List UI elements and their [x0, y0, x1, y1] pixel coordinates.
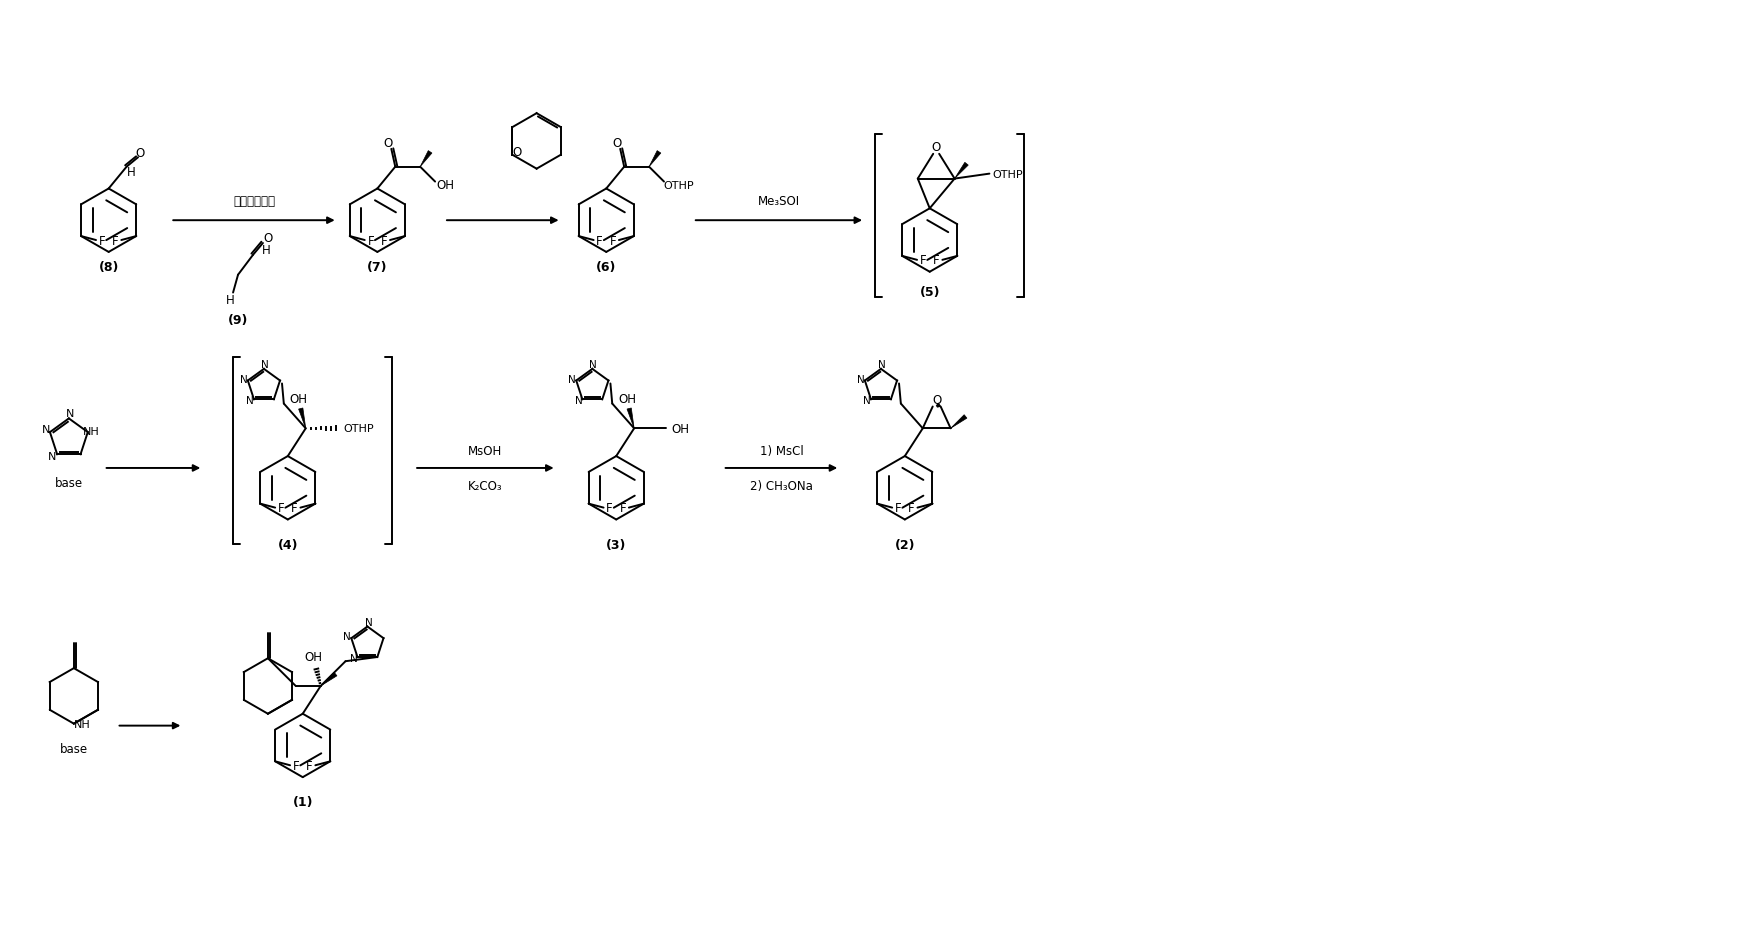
Text: H: H [226, 293, 235, 306]
Text: (6): (6) [596, 261, 616, 274]
Text: N: N [365, 617, 372, 627]
Text: F: F [619, 501, 626, 514]
Text: (7): (7) [367, 261, 388, 274]
Polygon shape [949, 415, 967, 429]
Text: N: N [261, 360, 268, 370]
Polygon shape [299, 408, 306, 429]
Text: O: O [932, 393, 941, 406]
Text: N: N [240, 374, 247, 384]
Text: N: N [574, 396, 583, 406]
Polygon shape [419, 151, 431, 168]
Text: H: H [261, 244, 270, 257]
Text: N: N [863, 396, 871, 406]
Text: K₂CO₃: K₂CO₃ [468, 480, 503, 493]
Polygon shape [320, 673, 337, 686]
Polygon shape [626, 408, 633, 429]
Text: 2) CH₃ONa: 2) CH₃ONa [750, 480, 812, 493]
Text: F: F [290, 501, 297, 514]
Text: O: O [513, 147, 522, 159]
Text: (5): (5) [918, 286, 939, 299]
Text: F: F [111, 234, 118, 247]
Text: N: N [350, 653, 356, 664]
Text: N: N [857, 374, 864, 384]
Polygon shape [955, 163, 967, 179]
Text: N: N [245, 396, 254, 406]
Text: NH: NH [73, 719, 90, 728]
Text: O: O [384, 137, 393, 150]
Text: F: F [596, 234, 602, 247]
Text: F: F [609, 234, 616, 247]
Text: N: N [49, 452, 56, 462]
Text: F: F [99, 234, 106, 247]
Text: F: F [908, 501, 915, 514]
Text: 苯甲醛裂解酶: 苯甲醛裂解酶 [233, 195, 275, 208]
Text: OTHP: OTHP [991, 170, 1023, 179]
Text: N: N [878, 360, 885, 370]
Text: Me₃SOI: Me₃SOI [758, 195, 800, 208]
Text: F: F [920, 254, 925, 267]
Text: base: base [59, 742, 89, 755]
Text: F: F [278, 501, 283, 514]
Text: N: N [66, 409, 75, 419]
Text: OH: OH [304, 650, 322, 663]
Text: F: F [292, 759, 299, 772]
Text: N: N [343, 631, 351, 641]
Text: O: O [263, 231, 273, 244]
Text: F: F [367, 234, 374, 247]
Polygon shape [649, 151, 661, 168]
Text: OH: OH [290, 393, 308, 406]
Text: N: N [569, 374, 576, 384]
Text: F: F [932, 254, 939, 267]
Text: F: F [381, 234, 388, 247]
Text: O: O [136, 148, 144, 161]
Text: H: H [127, 166, 136, 179]
Text: 1) MsCl: 1) MsCl [760, 445, 803, 458]
Text: OTHP: OTHP [343, 424, 374, 434]
Text: OH: OH [436, 179, 454, 192]
Text: OH: OH [617, 393, 636, 406]
Text: (1): (1) [292, 795, 313, 808]
Text: OTHP: OTHP [663, 180, 694, 190]
Text: (8): (8) [99, 261, 118, 274]
Text: F: F [306, 759, 313, 772]
Text: (2): (2) [894, 538, 915, 551]
Text: F: F [894, 501, 901, 514]
Text: MsOH: MsOH [468, 445, 503, 458]
Text: (3): (3) [605, 538, 626, 551]
Text: F: F [605, 501, 612, 514]
Text: OH: OH [671, 422, 689, 435]
Text: (4): (4) [278, 538, 297, 551]
Text: N: N [590, 360, 596, 370]
Text: O: O [612, 137, 621, 150]
Text: NH: NH [82, 427, 99, 437]
Text: base: base [54, 477, 83, 490]
Text: O: O [930, 141, 941, 154]
Text: N: N [42, 425, 50, 434]
Text: (9): (9) [228, 314, 249, 327]
